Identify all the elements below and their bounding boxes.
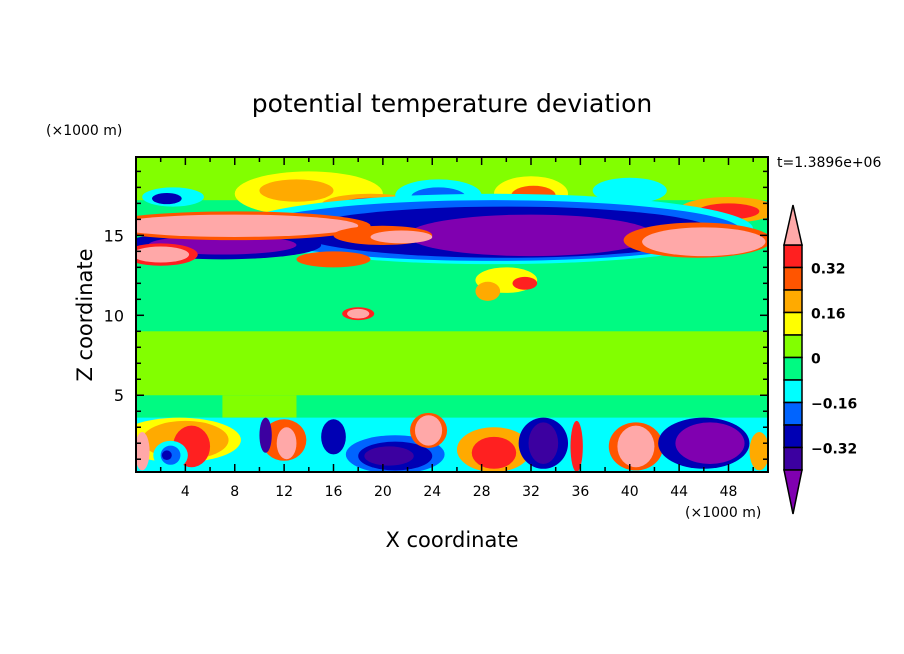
axis-ticks — [136, 157, 768, 472]
colorbar-box — [783, 379, 803, 404]
colorbar-label: 0.32 — [811, 262, 846, 278]
contour-region — [136, 246, 190, 263]
y-tick-labels: 5 10 15 — [104, 226, 124, 405]
colorbar-label: −0.16 — [811, 397, 857, 413]
contour-region — [475, 281, 501, 301]
x-tick-label: 16 — [325, 484, 343, 500]
x-tick-label: 8 — [230, 484, 239, 500]
contour-region — [347, 308, 370, 319]
contour-region — [364, 446, 414, 466]
contour-region — [617, 425, 655, 468]
x-tick-labels: 4 8 12 16 20 24 28 32 36 40 44 48 — [181, 484, 738, 500]
contour-region — [675, 422, 745, 465]
contour-region — [512, 276, 538, 290]
y-tick-label: 5 — [114, 386, 124, 405]
x-tick-label: 12 — [275, 484, 293, 500]
x-tick-label: 40 — [621, 484, 639, 500]
plot-frame — [135, 156, 769, 473]
x-tick-label: 24 — [423, 484, 441, 500]
colorbar-box — [783, 289, 803, 314]
contour-region — [321, 419, 346, 455]
contour-region — [570, 420, 583, 472]
contour-region — [296, 251, 371, 268]
contour-region — [161, 450, 172, 461]
contour-region — [152, 192, 182, 205]
contour-region — [592, 177, 667, 204]
colorbar-label: 0 — [811, 352, 821, 368]
contour-region — [136, 432, 150, 471]
x-unit-label: (×1000 m) — [685, 505, 761, 521]
chart-title: potential temperature deviation — [252, 89, 652, 118]
contour-region — [370, 230, 433, 244]
contour-region — [276, 427, 297, 460]
x-tick-label: 32 — [522, 484, 540, 500]
colorbar-box — [783, 356, 803, 381]
colorbar-box — [783, 401, 803, 426]
y-tick-label: 15 — [104, 226, 124, 245]
contour-region — [749, 432, 768, 471]
y-unit-label: (×1000 m) — [46, 123, 122, 139]
colorbar-label: −0.32 — [811, 442, 857, 458]
contour-region — [136, 214, 359, 237]
x-tick-label: 48 — [720, 484, 738, 500]
contour-region — [471, 436, 517, 469]
colorbar: 0.32 0.16 0 −0.16 −0.32 — [783, 204, 857, 515]
colorbar-label: 0.16 — [811, 307, 846, 323]
colorbar-max-triangle — [783, 204, 803, 246]
x-tick-label: 44 — [670, 484, 688, 500]
colorbar-box — [783, 446, 803, 471]
colorbar-box — [783, 334, 803, 359]
colorbar-min-triangle — [783, 469, 803, 515]
time-label: t=1.3896e+06 — [777, 155, 881, 171]
contour-band — [136, 331, 768, 396]
x-axis-label: X coordinate — [385, 528, 518, 552]
contour-band — [222, 395, 297, 418]
colorbar-box — [783, 244, 803, 269]
x-tick-label: 36 — [571, 484, 589, 500]
contour-region — [259, 179, 334, 202]
contour-region — [259, 417, 272, 453]
contour-region — [642, 227, 766, 257]
x-tick-label: 28 — [473, 484, 491, 500]
contour-field — [136, 157, 768, 472]
contour-region — [528, 422, 559, 465]
y-tick-label: 10 — [104, 306, 124, 325]
x-tick-label: 4 — [181, 484, 190, 500]
x-tick-label: 20 — [374, 484, 392, 500]
contour-region — [407, 214, 655, 257]
colorbar-box — [783, 424, 803, 449]
colorbar-box — [783, 266, 803, 291]
contour-region — [414, 415, 443, 446]
y-axis-label: Z coordinate — [73, 248, 97, 381]
colorbar-box — [783, 311, 803, 336]
